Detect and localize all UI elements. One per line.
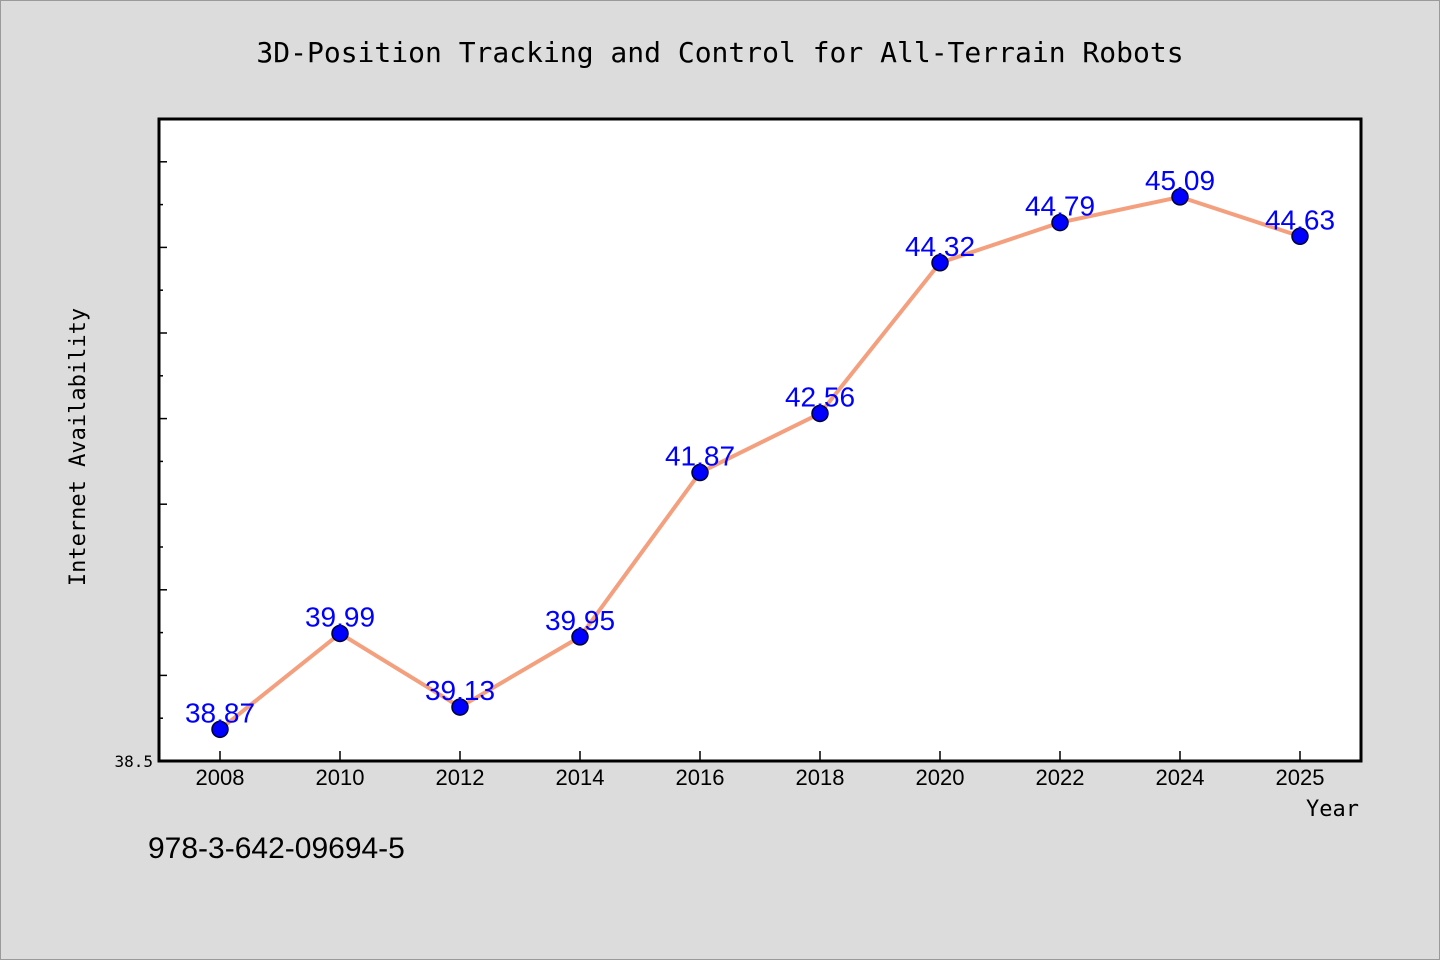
- data-point: [1171, 188, 1189, 206]
- x-axis-tick-labels: 2008 2010 2012 2014 2016 2018 2020 2022 2024 2025: [196, 765, 1325, 790]
- x-tick-label: 2012: [436, 765, 485, 790]
- chart-title: 3D-Position Tracking and Control for All…: [256, 36, 1183, 69]
- data-point: [211, 720, 229, 739]
- data-label: 44.63: [1265, 204, 1335, 235]
- plot-area: [157, 117, 1363, 763]
- data-markers: [211, 188, 1309, 739]
- data-point: [1051, 213, 1069, 232]
- data-point: [691, 463, 709, 482]
- data-point: [931, 254, 949, 272]
- y-axis-tick-labels: 38.5: [114, 752, 153, 771]
- data-label: 41.87: [665, 441, 735, 472]
- data-label: 44.79: [1025, 191, 1095, 222]
- x-tick-label: 2014: [556, 765, 605, 790]
- y-axis-ticks: [159, 118, 167, 762]
- y-tick-label: 38.5: [114, 752, 153, 771]
- x-tick-label: 2024: [1156, 765, 1205, 790]
- x-axis-ticks: [219, 751, 1301, 761]
- data-point: [451, 698, 469, 716]
- x-tick-label: 2016: [676, 765, 725, 790]
- data-label: 42.56: [785, 381, 855, 412]
- x-tick-label: 2008: [196, 765, 245, 790]
- y-axis-label: Internet Availability: [66, 308, 91, 586]
- x-tick-label: 2022: [1036, 765, 1085, 790]
- x-tick-label: 2018: [796, 765, 845, 790]
- data-label: 44.32: [905, 231, 975, 262]
- x-axis-label: Year: [1306, 797, 1359, 822]
- x-tick-label: 2010: [316, 765, 365, 790]
- data-label: 45.09: [1145, 165, 1215, 196]
- isbn-footnote: 978-3-642-09694-5: [148, 832, 405, 865]
- series-line: [218, 194, 1302, 732]
- data-labels: 38.87 39.99 39.13 39.95 41.87 42.56 44.32 44.79…: [185, 165, 1335, 728]
- x-tick-label: 2020: [916, 765, 965, 790]
- data-label: 39.13: [425, 675, 495, 706]
- x-tick-label: 2025: [1276, 765, 1325, 790]
- data-point: [571, 628, 589, 646]
- data-label: 38.87: [185, 697, 255, 728]
- data-label: 39.99: [305, 601, 375, 632]
- data-label: 39.95: [545, 605, 615, 636]
- data-point: [811, 404, 829, 423]
- data-point: [1291, 227, 1309, 246]
- data-point: [331, 624, 349, 643]
